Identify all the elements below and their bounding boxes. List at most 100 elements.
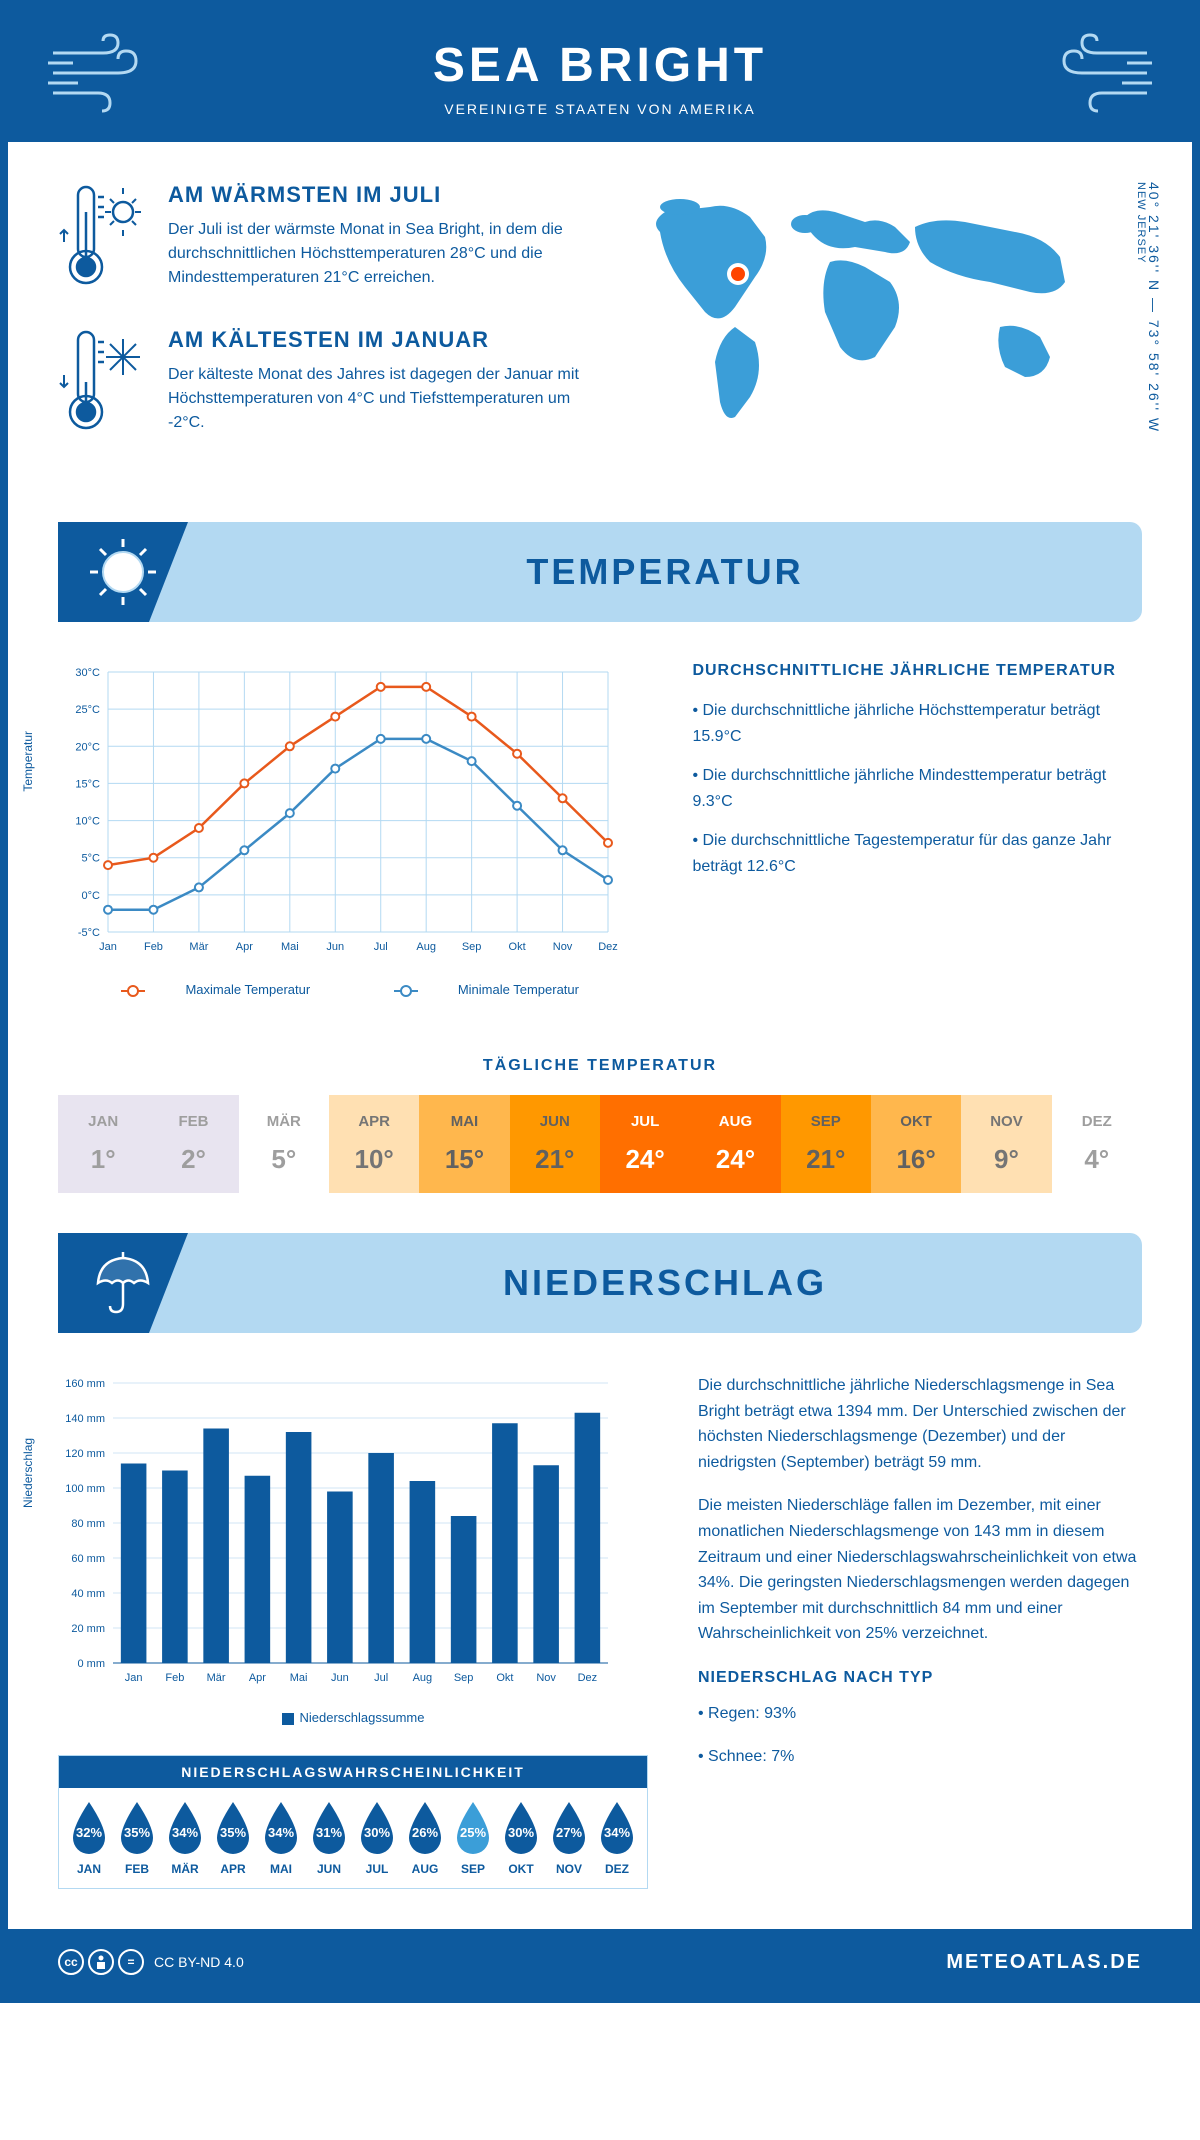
svg-text:Mär: Mär bbox=[189, 941, 208, 953]
nd-icon: = bbox=[118, 1949, 144, 1975]
prob-drop: 35%FEB bbox=[115, 1800, 159, 1876]
svg-text:Mär: Mär bbox=[207, 1672, 226, 1684]
svg-text:Dez: Dez bbox=[578, 1672, 598, 1684]
cc-icon: cc bbox=[58, 1949, 84, 1975]
wind-icon bbox=[1042, 33, 1152, 118]
temp-bullet: • Die durchschnittliche jährliche Höchst… bbox=[692, 698, 1142, 749]
svg-text:Nov: Nov bbox=[553, 941, 573, 953]
temp-bullet: • Die durchschnittliche jährliche Mindes… bbox=[692, 763, 1142, 814]
svg-text:Aug: Aug bbox=[416, 941, 436, 953]
temp-summary: DURCHSCHNITTLICHE JÄHRLICHE TEMPERATUR •… bbox=[692, 662, 1142, 997]
prob-title: NIEDERSCHLAGSWAHRSCHEINLICHKEIT bbox=[59, 1756, 647, 1788]
svg-text:40 mm: 40 mm bbox=[71, 1588, 105, 1600]
svg-text:Jun: Jun bbox=[326, 941, 344, 953]
svg-text:100 mm: 100 mm bbox=[65, 1483, 105, 1495]
month-cell: FEB2° bbox=[148, 1095, 238, 1193]
precip-legend: Niederschlagssumme bbox=[58, 1710, 648, 1725]
prob-drop: 34%MÄR bbox=[163, 1800, 207, 1876]
svg-text:-5°C: -5°C bbox=[78, 927, 100, 939]
svg-text:5°C: 5°C bbox=[82, 853, 101, 865]
coldest-title: AM KÄLTESTEN IM JANUAR bbox=[168, 327, 580, 353]
svg-text:Dez: Dez bbox=[598, 941, 618, 953]
svg-text:25°C: 25°C bbox=[75, 704, 100, 716]
thermometer-hot-icon bbox=[58, 182, 148, 297]
footer: cc = CC BY-ND 4.0 METEOATLAS.DE bbox=[8, 1929, 1192, 1995]
month-cell: AUG24° bbox=[690, 1095, 780, 1193]
month-cell: NOV9° bbox=[961, 1095, 1051, 1193]
svg-text:Mai: Mai bbox=[290, 1672, 308, 1684]
svg-text:Sep: Sep bbox=[462, 941, 482, 953]
coldest-text: Der kälteste Monat des Jahres ist dagege… bbox=[168, 363, 580, 435]
precipitation-bar-chart: Niederschlag 0 mm20 mm40 mm60 mm80 mm100… bbox=[58, 1373, 648, 1698]
coordinates: 40° 21' 36'' N — 73° 58' 26'' W bbox=[1146, 182, 1162, 433]
warmest-text: Der Juli ist der wärmste Monat in Sea Br… bbox=[168, 218, 580, 290]
precip-probability-box: NIEDERSCHLAGSWAHRSCHEINLICHKEIT 32%JAN35… bbox=[58, 1755, 648, 1889]
svg-text:30°C: 30°C bbox=[75, 667, 100, 679]
license-text: CC BY-ND 4.0 bbox=[154, 1954, 244, 1970]
month-cell: OKT16° bbox=[871, 1095, 961, 1193]
precip-title: NIEDERSCHLAG bbox=[188, 1262, 1142, 1304]
svg-text:Apr: Apr bbox=[249, 1672, 266, 1684]
svg-text:20 mm: 20 mm bbox=[71, 1623, 105, 1635]
prob-drop: 30%OKT bbox=[499, 1800, 543, 1876]
precip-ylabel: Niederschlag bbox=[21, 1437, 35, 1507]
legend-min: Minimale Temperatur bbox=[458, 982, 579, 997]
thermometer-cold-icon bbox=[58, 327, 148, 442]
svg-text:Jul: Jul bbox=[374, 1672, 388, 1684]
temp-summary-title: DURCHSCHNITTLICHE JÄHRLICHE TEMPERATUR bbox=[692, 662, 1142, 680]
svg-text:140 mm: 140 mm bbox=[65, 1413, 105, 1425]
svg-text:Okt: Okt bbox=[496, 1672, 513, 1684]
month-cell: JAN1° bbox=[58, 1095, 148, 1193]
svg-text:Feb: Feb bbox=[165, 1672, 184, 1684]
prob-drop: 30%JUL bbox=[355, 1800, 399, 1876]
coldest-block: AM KÄLTESTEN IM JANUAR Der kälteste Mona… bbox=[58, 327, 580, 442]
svg-text:Jan: Jan bbox=[125, 1672, 143, 1684]
temp-title: TEMPERATUR bbox=[188, 551, 1142, 593]
prob-drop: 32%JAN bbox=[67, 1800, 111, 1876]
world-map: NEW JERSEY 40° 21' 36'' N — 73° 58' 26''… bbox=[620, 182, 1142, 472]
prob-drop: 34%MAI bbox=[259, 1800, 303, 1876]
month-cell: MÄR5° bbox=[239, 1095, 329, 1193]
svg-text:80 mm: 80 mm bbox=[71, 1518, 105, 1530]
svg-text:Sep: Sep bbox=[454, 1672, 474, 1684]
temp-bullet: • Die durchschnittliche Tagestemperatur … bbox=[692, 828, 1142, 879]
month-cell: MAI15° bbox=[419, 1095, 509, 1193]
prob-drop: 31%JUN bbox=[307, 1800, 351, 1876]
month-cell: DEZ4° bbox=[1052, 1095, 1142, 1193]
month-cell: JUL24° bbox=[600, 1095, 690, 1193]
svg-text:Okt: Okt bbox=[509, 941, 526, 953]
warmest-title: AM WÄRMSTEN IM JULI bbox=[168, 182, 580, 208]
temp-section-header: TEMPERATUR bbox=[58, 522, 1142, 622]
svg-text:Jun: Jun bbox=[331, 1672, 349, 1684]
prob-drop: 35%APR bbox=[211, 1800, 255, 1876]
daily-temp-title: TÄGLICHE TEMPERATUR bbox=[8, 1057, 1192, 1075]
prob-drop: 25%SEP bbox=[451, 1800, 495, 1876]
svg-text:Jul: Jul bbox=[374, 941, 388, 953]
svg-text:20°C: 20°C bbox=[75, 741, 100, 753]
svg-text:60 mm: 60 mm bbox=[71, 1553, 105, 1565]
month-cell: SEP21° bbox=[781, 1095, 871, 1193]
svg-text:120 mm: 120 mm bbox=[65, 1448, 105, 1460]
month-cell: JUN21° bbox=[510, 1095, 600, 1193]
precip-summary: Die durchschnittliche jährliche Niedersc… bbox=[698, 1373, 1142, 1889]
cc-icons: cc = bbox=[58, 1949, 144, 1975]
svg-text:15°C: 15°C bbox=[75, 778, 100, 790]
page-subtitle: VEREINIGTE STAATEN VON AMERIKA bbox=[8, 101, 1192, 117]
svg-text:160 mm: 160 mm bbox=[65, 1378, 105, 1390]
legend-max: Maximale Temperatur bbox=[185, 982, 310, 997]
precip-para: Die durchschnittliche jährliche Niedersc… bbox=[698, 1373, 1142, 1475]
svg-text:Feb: Feb bbox=[144, 941, 163, 953]
daily-temp-row: JAN1°FEB2°MÄR5°APR10°MAI15°JUN21°JUL24°A… bbox=[58, 1095, 1142, 1193]
temp-ylabel: Temperatur bbox=[21, 730, 35, 791]
by-icon bbox=[88, 1949, 114, 1975]
umbrella-icon bbox=[58, 1233, 188, 1333]
svg-text:Aug: Aug bbox=[413, 1672, 433, 1684]
svg-text:10°C: 10°C bbox=[75, 816, 100, 828]
wind-icon bbox=[48, 33, 158, 118]
svg-text:Jan: Jan bbox=[99, 941, 117, 953]
brand: METEOATLAS.DE bbox=[946, 1951, 1142, 1974]
svg-text:Nov: Nov bbox=[536, 1672, 556, 1684]
precip-rain: • Regen: 93% bbox=[698, 1701, 1142, 1727]
month-cell: APR10° bbox=[329, 1095, 419, 1193]
prob-drop: 34%DEZ bbox=[595, 1800, 639, 1876]
